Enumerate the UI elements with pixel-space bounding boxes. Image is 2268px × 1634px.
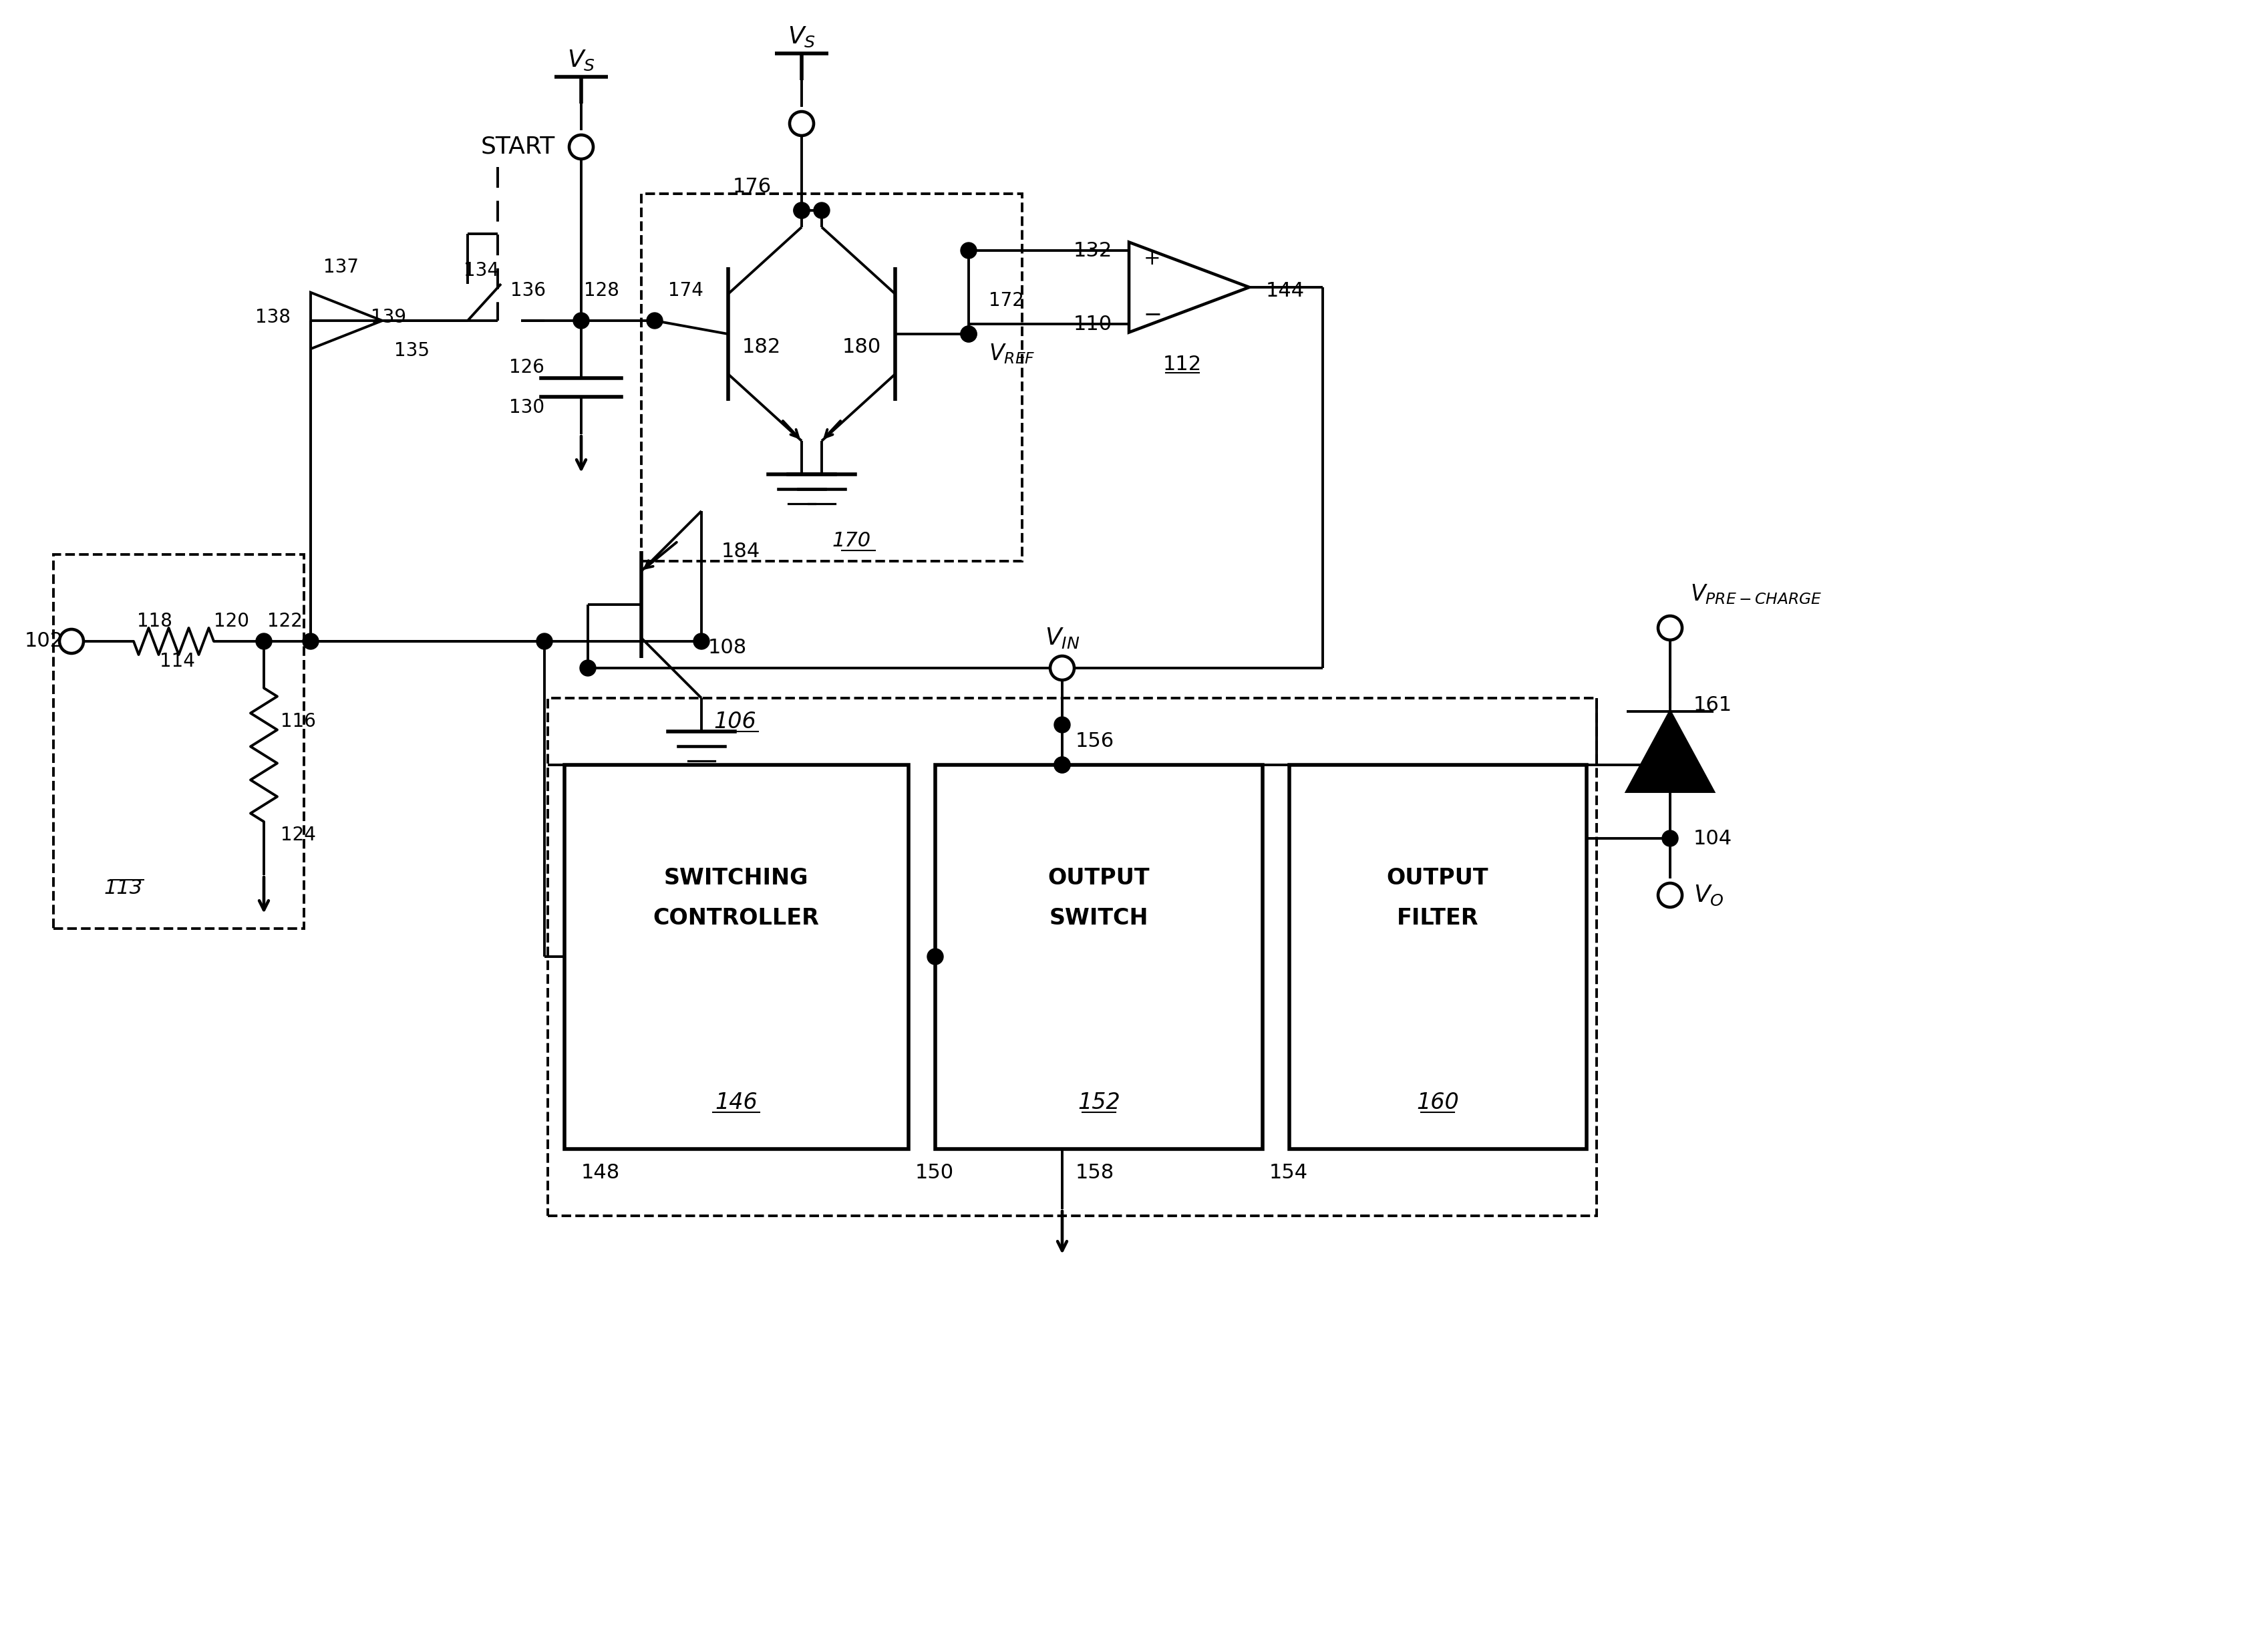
Text: 116: 116 <box>281 712 315 730</box>
Text: 118: 118 <box>136 611 172 631</box>
Text: 170: 170 <box>832 531 871 551</box>
Circle shape <box>962 327 978 342</box>
Bar <box>1288 765 1588 1149</box>
Text: 174: 174 <box>669 281 703 301</box>
Text: 144: 144 <box>1266 281 1304 301</box>
Text: 152: 152 <box>1077 1092 1120 1113</box>
Text: 146: 146 <box>714 1092 758 1113</box>
Text: CONTROLLER: CONTROLLER <box>653 907 819 930</box>
Text: $V_O$: $V_O$ <box>1694 884 1724 907</box>
Text: $V_{REF}$: $V_{REF}$ <box>989 343 1034 366</box>
Circle shape <box>646 312 662 328</box>
Bar <box>549 698 1597 1216</box>
Text: 148: 148 <box>581 1163 619 1181</box>
Circle shape <box>962 327 978 342</box>
Text: 113: 113 <box>104 879 143 899</box>
Circle shape <box>581 660 596 676</box>
Circle shape <box>1050 655 1075 680</box>
Circle shape <box>1662 830 1678 846</box>
Text: +: + <box>1143 250 1161 270</box>
Text: $V_S$: $V_S$ <box>787 25 816 49</box>
Text: 154: 154 <box>1270 1163 1309 1181</box>
Text: 150: 150 <box>916 1163 955 1181</box>
Circle shape <box>1055 757 1070 773</box>
Circle shape <box>302 634 320 649</box>
Text: 138: 138 <box>256 307 290 327</box>
Circle shape <box>794 203 810 219</box>
Text: 104: 104 <box>1694 828 1733 848</box>
Circle shape <box>538 634 553 649</box>
Text: 137: 137 <box>322 258 358 276</box>
Text: FILTER: FILTER <box>1397 907 1479 930</box>
Text: $V_{IN}$: $V_{IN}$ <box>1046 626 1080 650</box>
Text: SWITCH: SWITCH <box>1050 907 1148 930</box>
Text: −: − <box>1143 304 1161 327</box>
Text: 135: 135 <box>395 342 429 359</box>
Bar <box>642 194 1023 560</box>
Circle shape <box>59 629 84 654</box>
Bar <box>934 765 1263 1149</box>
Text: 132: 132 <box>1073 240 1111 260</box>
Text: 176: 176 <box>733 178 771 196</box>
Text: 161: 161 <box>1694 694 1733 714</box>
Text: 112: 112 <box>1163 355 1202 374</box>
Text: 102: 102 <box>25 632 64 650</box>
Text: 184: 184 <box>721 541 760 560</box>
Text: 182: 182 <box>742 338 780 358</box>
Text: $V_{PRE-CHARGE}$: $V_{PRE-CHARGE}$ <box>1690 583 1821 606</box>
Text: OUTPUT: OUTPUT <box>1386 868 1488 889</box>
Circle shape <box>1658 616 1683 641</box>
Text: 180: 180 <box>841 338 882 358</box>
Text: 124: 124 <box>281 825 315 845</box>
Circle shape <box>789 111 814 136</box>
Text: 136: 136 <box>510 281 547 301</box>
Circle shape <box>1658 882 1683 907</box>
Text: 160: 160 <box>1415 1092 1458 1113</box>
Circle shape <box>794 203 810 219</box>
Text: 158: 158 <box>1075 1163 1114 1181</box>
Circle shape <box>962 242 978 258</box>
Text: 120: 120 <box>213 611 249 631</box>
Text: 130: 130 <box>508 399 544 417</box>
Text: 128: 128 <box>583 281 619 301</box>
Text: 134: 134 <box>463 261 499 279</box>
Bar <box>54 554 304 928</box>
Circle shape <box>694 634 710 649</box>
Circle shape <box>1055 757 1070 773</box>
Circle shape <box>928 949 943 964</box>
Text: 108: 108 <box>708 639 746 657</box>
Circle shape <box>1662 757 1678 773</box>
Text: 172: 172 <box>989 291 1025 310</box>
Circle shape <box>256 634 272 649</box>
Circle shape <box>574 312 590 328</box>
Text: 126: 126 <box>508 358 544 377</box>
Text: 114: 114 <box>159 652 195 670</box>
Text: $V_S$: $V_S$ <box>567 49 594 72</box>
Text: 156: 156 <box>1075 732 1114 752</box>
Text: SWITCHING: SWITCHING <box>665 868 807 889</box>
Polygon shape <box>1626 711 1715 791</box>
Circle shape <box>814 203 830 219</box>
Circle shape <box>1055 717 1070 732</box>
Text: OUTPUT: OUTPUT <box>1048 868 1150 889</box>
Text: 139: 139 <box>370 307 406 327</box>
Text: 122: 122 <box>268 611 302 631</box>
Text: START: START <box>481 136 556 158</box>
Text: 110: 110 <box>1073 314 1111 333</box>
Circle shape <box>569 136 594 158</box>
Bar <box>565 765 909 1149</box>
Text: 106: 106 <box>714 711 755 732</box>
